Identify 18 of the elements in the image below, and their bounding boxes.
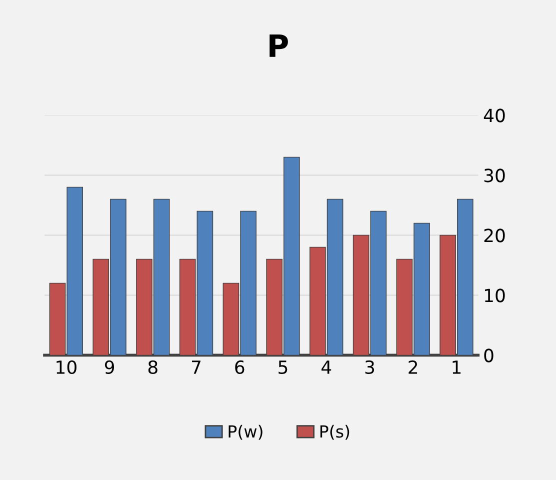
y-tick-label: 20 (484, 228, 505, 242)
x-tick-label: 5 (278, 360, 288, 374)
x-tick-label: 7 (192, 360, 200, 374)
y-tick-label: 30 (484, 168, 505, 182)
x-tick-label: 10 (56, 360, 76, 374)
y-tick-label: 10 (485, 288, 505, 302)
x-tick-label: 9 (104, 360, 114, 374)
x-tick-label: 3 (365, 360, 374, 374)
x-tick-label: 6 (235, 360, 244, 374)
x-tick-label: 1 (452, 360, 461, 374)
y-tick-label: 40 (484, 108, 505, 122)
x-tick-label: 2 (408, 360, 418, 374)
legend-label: P(s) (320, 424, 350, 440)
chart-title: P (270, 34, 288, 57)
x-tick-label: 4 (322, 360, 332, 374)
y-tick-label: 0 (484, 348, 494, 362)
legend-label: P(w) (228, 424, 262, 440)
x-tick-label: 8 (148, 360, 158, 374)
